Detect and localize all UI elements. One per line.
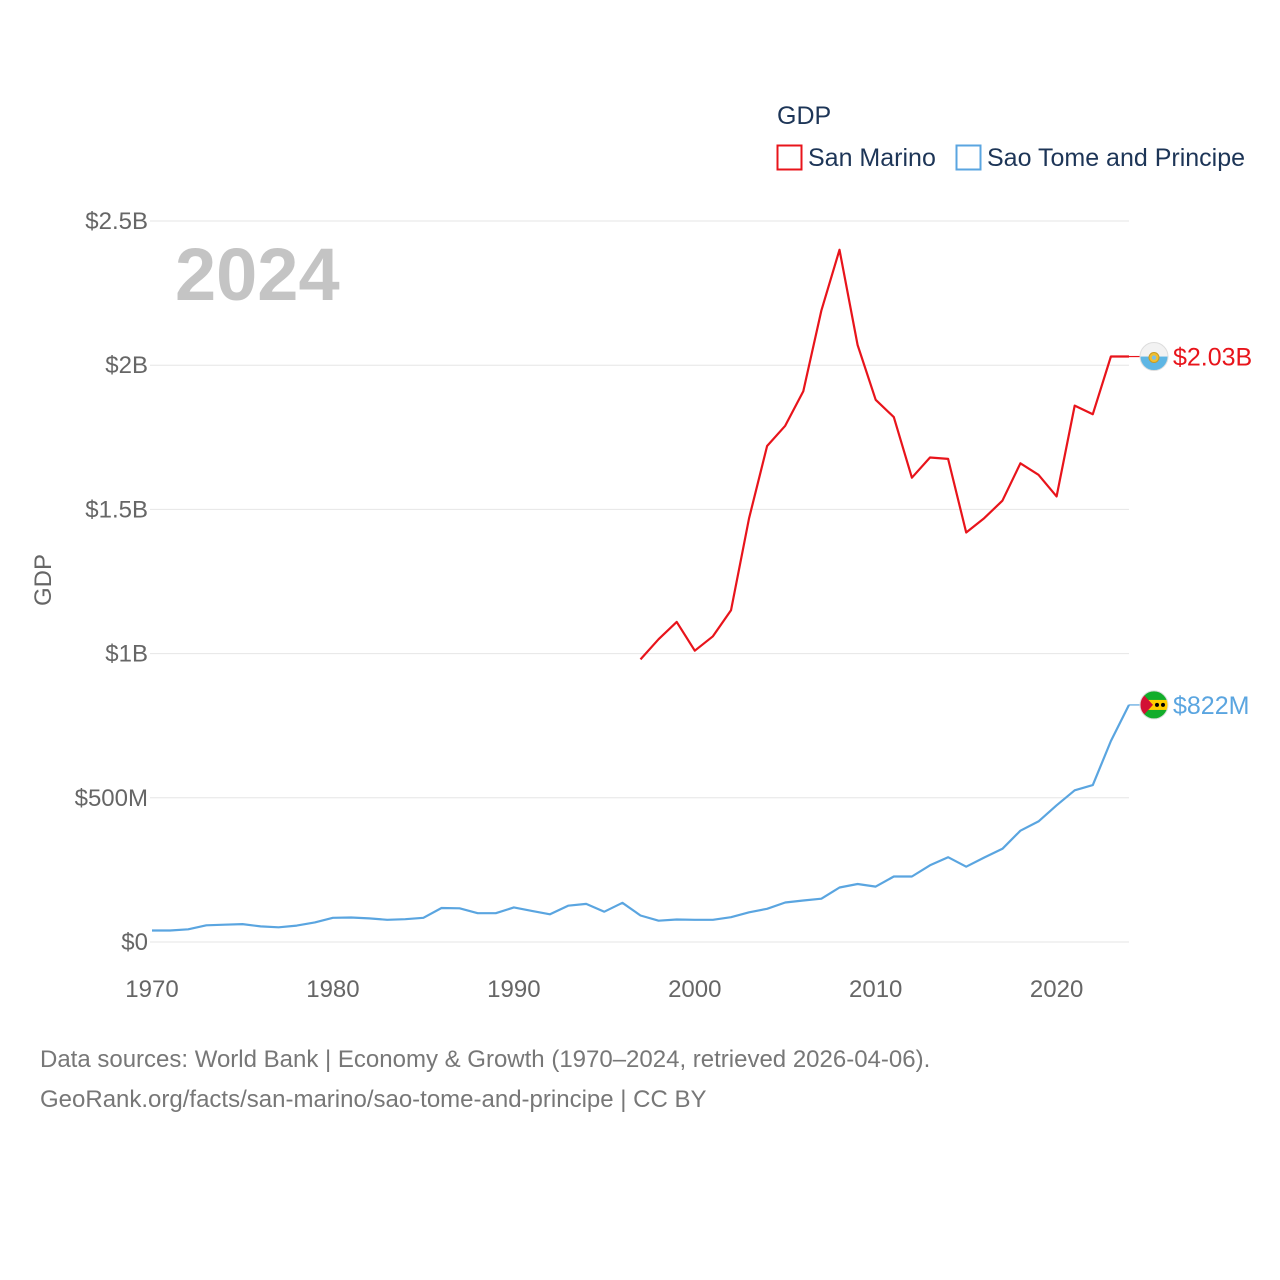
- series-line-san-marino: [639, 248, 1129, 661]
- end-label-san-marino: $2.03B: [1173, 344, 1252, 372]
- end-label-sao-tome-and-principe: $822M: [1173, 692, 1249, 720]
- gridlines: [150, 220, 1129, 943]
- x-tick-label: 1990: [487, 976, 540, 1003]
- x-tick-label: 1980: [306, 976, 359, 1003]
- legend-label-san-marino: San Marino: [808, 144, 936, 172]
- legend-label-sao-tome-and-principe: Sao Tome and Principe: [987, 144, 1245, 172]
- y-tick-label: $0: [121, 929, 148, 956]
- source-line-2: GeoRank.org/facts/san-marino/sao-tome-an…: [40, 1086, 707, 1113]
- end-labels: $2.03B $822M: [1129, 342, 1252, 720]
- x-tick-label: 2010: [849, 976, 902, 1003]
- series-line-sao-tome-and-principe: [152, 704, 1130, 932]
- x-axis-ticks: 1970 1980 1990 2000 2010 2020: [125, 976, 1083, 1003]
- y-tick-label: $1.5B: [85, 496, 148, 523]
- y-tick-label: $2.5B: [85, 208, 148, 235]
- y-tick-label: $1B: [105, 641, 148, 668]
- legend-item-sao-tome-and-principe[interactable]: Sao Tome and Principe: [955, 144, 1246, 172]
- legend-title: GDP: [777, 102, 831, 130]
- y-tick-label: $2B: [105, 352, 148, 379]
- y-axis-label: GDP: [30, 554, 57, 606]
- y-tick-label: $500M: [75, 785, 148, 812]
- legend: GDP San Marino Sao Tome and Principe: [776, 102, 1246, 172]
- year-watermark: 2024: [175, 233, 340, 316]
- gdp-line-chart: $0 $500M $1B $1.5B $2B $2.5B 1970 1980 1990 2000…: [30, 102, 1252, 1003]
- x-tick-label: 2020: [1030, 976, 1083, 1003]
- x-tick-label: 2000: [668, 976, 721, 1003]
- legend-swatch-sao-tome-and-principe: [955, 144, 982, 171]
- y-axis-ticks: $0 $500M $1B $1.5B $2B $2.5B: [75, 208, 148, 956]
- data-source-note: Data sources: World Bank | Economy & Gro…: [40, 1040, 1240, 1120]
- san-marino-flag-icon: [1139, 342, 1169, 372]
- source-line-1: Data sources: World Bank | Economy & Gro…: [40, 1046, 931, 1073]
- sao-tome-and-principe-flag-icon: [1139, 690, 1169, 720]
- legend-item-san-marino[interactable]: San Marino: [776, 144, 936, 172]
- x-tick-label: 1970: [125, 976, 178, 1003]
- series-lines: [152, 248, 1130, 932]
- legend-swatch-san-marino: [776, 144, 803, 171]
